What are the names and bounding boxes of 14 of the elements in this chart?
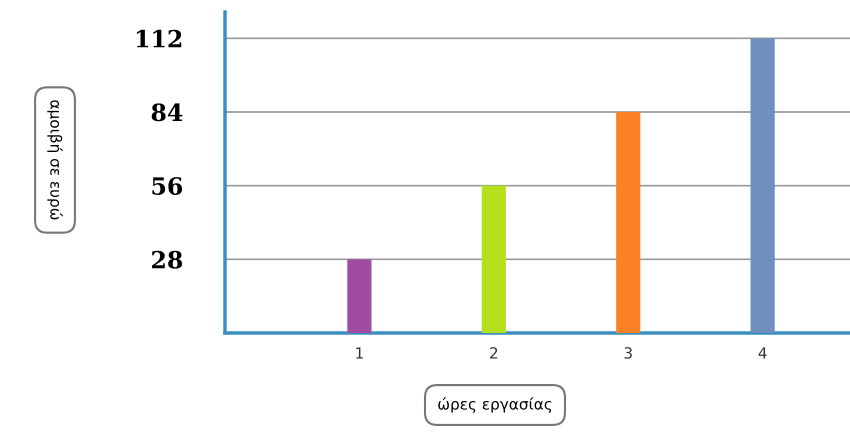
y-axis-title: αμοιβή σε ευρώ: [47, 100, 63, 220]
y-tick-label: 28: [152, 250, 182, 269]
y-tick-label: 56: [152, 177, 182, 195]
bar: [750, 38, 775, 333]
bar: [482, 186, 506, 333]
y-tick-label: 84: [152, 103, 182, 122]
x-axis-title: ώρες εργασίας: [438, 397, 552, 413]
y-tick-label: 112: [136, 30, 182, 48]
bar: [616, 112, 640, 333]
bar: [347, 259, 372, 333]
x-tick-label: 4: [758, 347, 767, 358]
x-tick-label: 3: [624, 347, 632, 359]
x-tick-label: 1: [356, 347, 363, 358]
x-tick-label: 2: [490, 347, 498, 358]
